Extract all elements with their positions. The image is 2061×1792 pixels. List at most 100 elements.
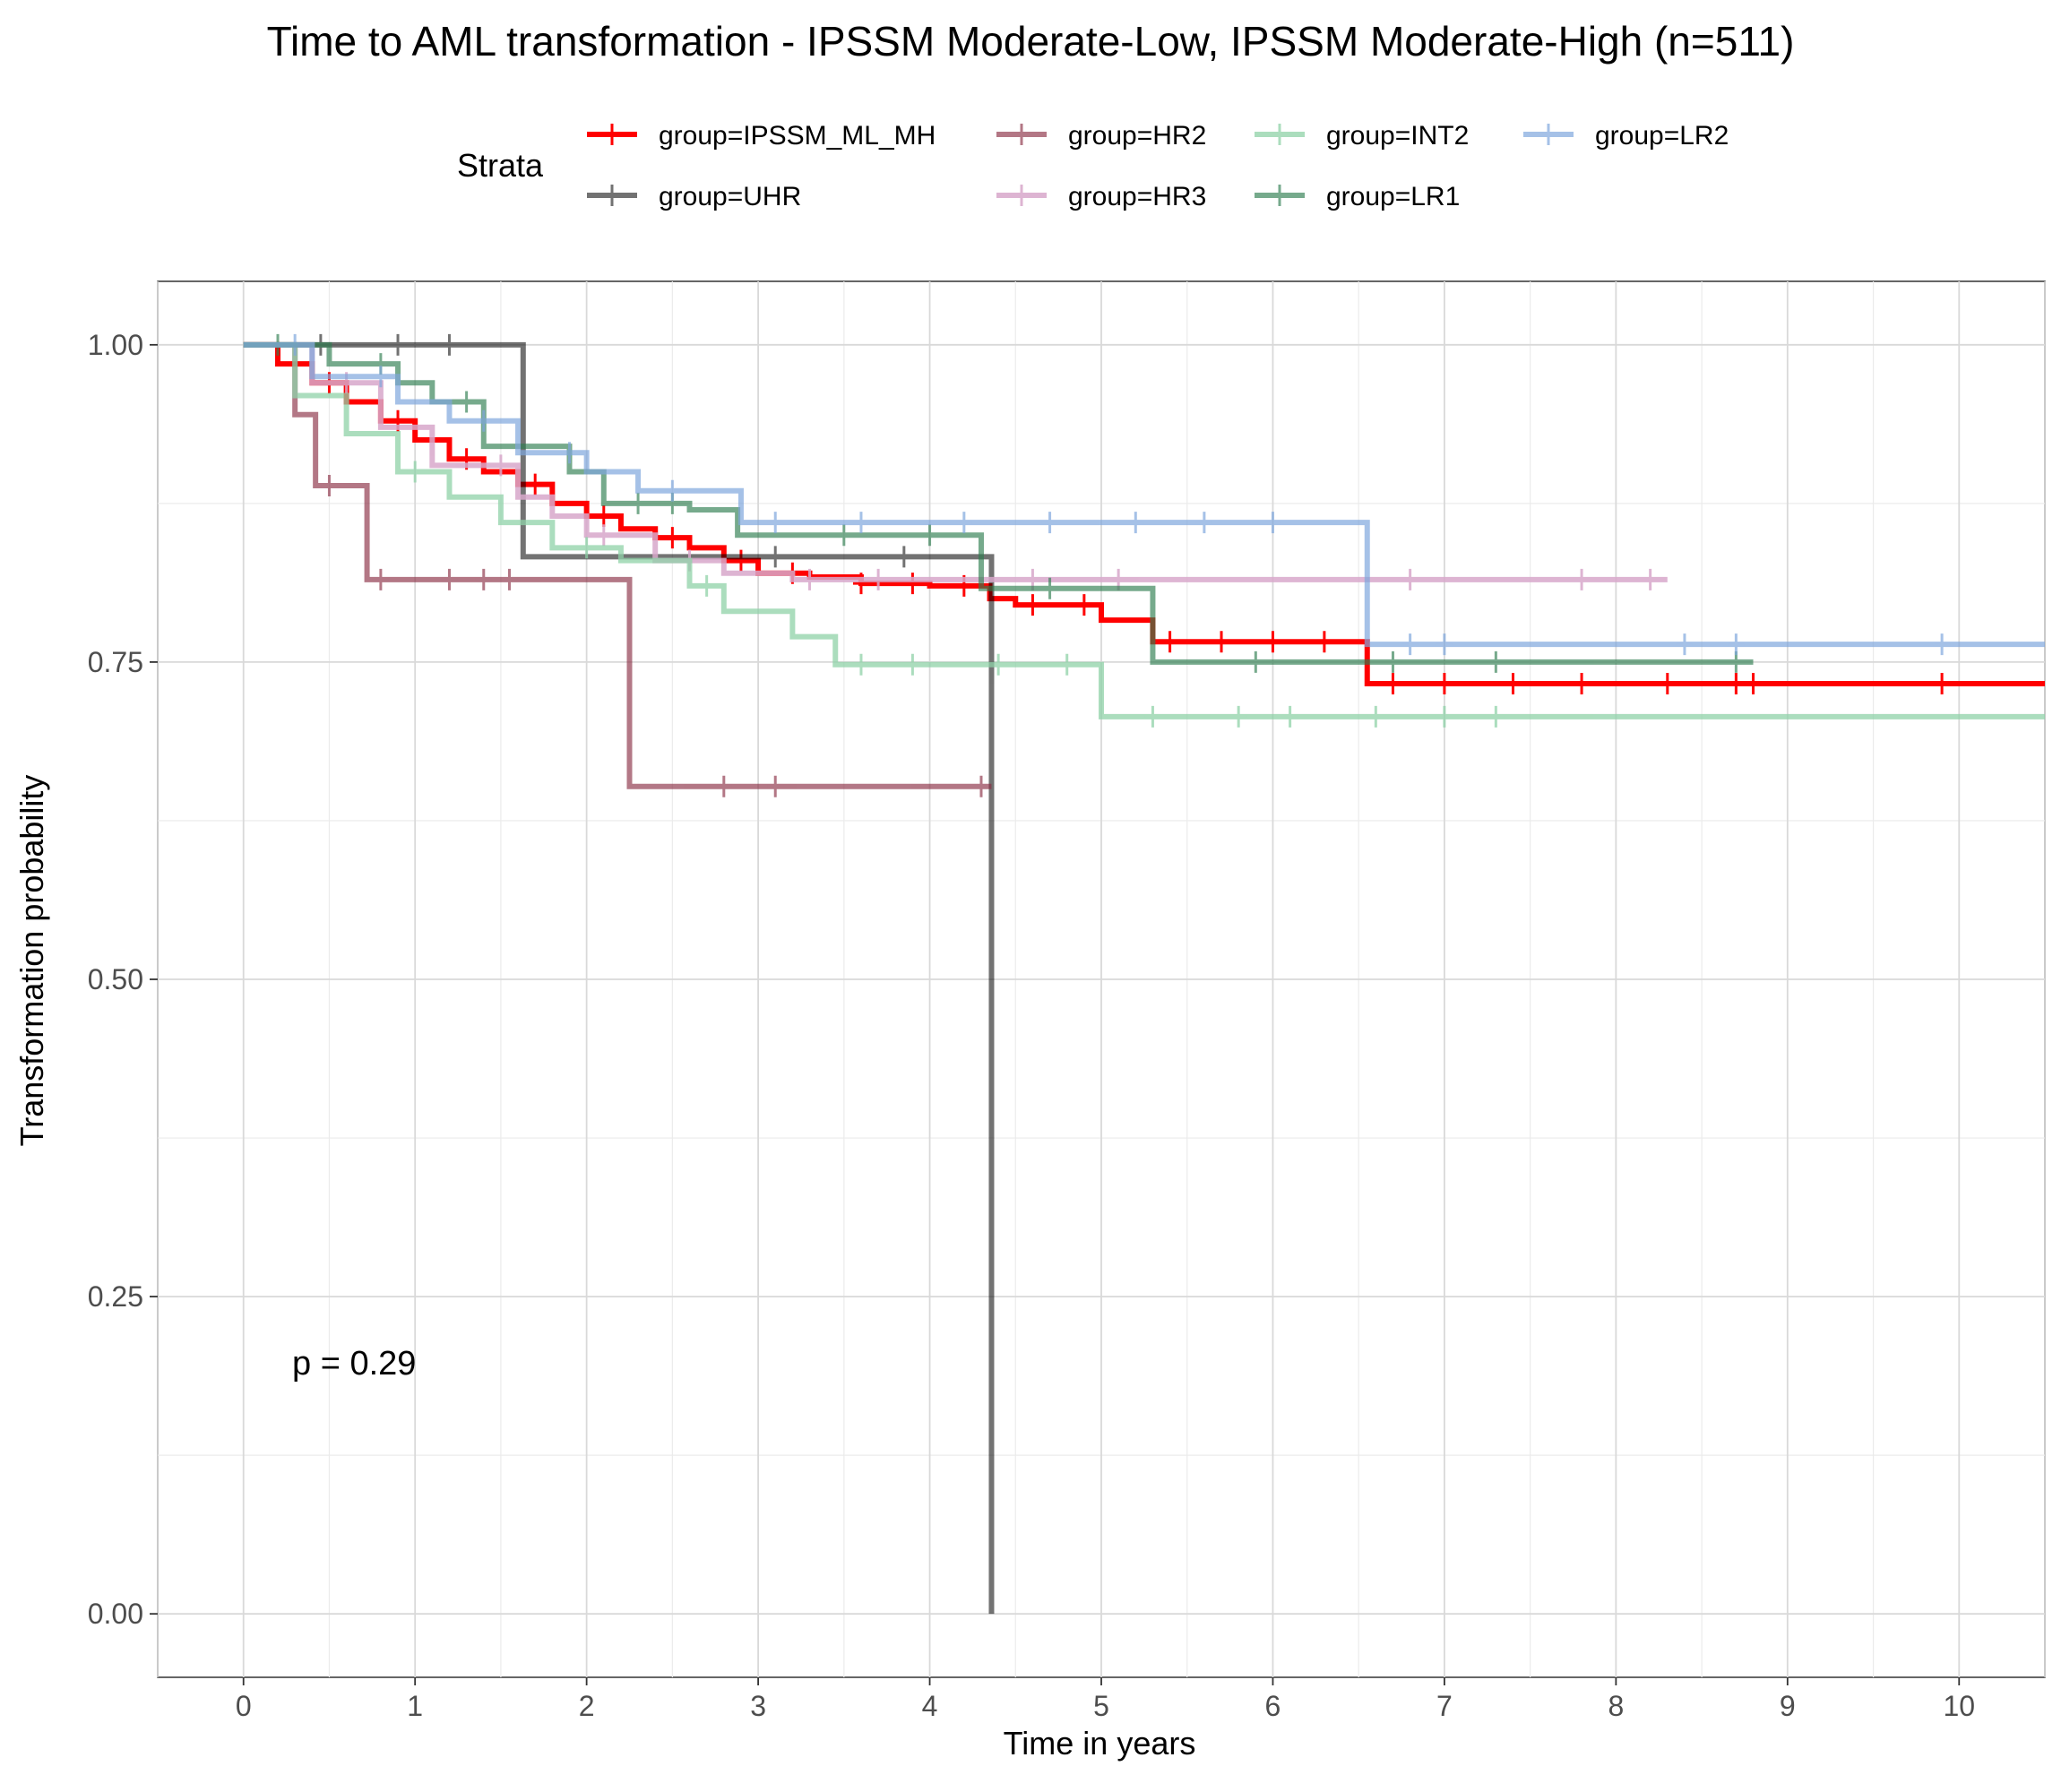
legend-key	[1255, 124, 1305, 145]
censor-mark	[767, 775, 784, 797]
censor-mark	[1728, 672, 1745, 694]
y-tick-label: 1.00	[88, 329, 143, 361]
legend: Strata group=IPSSM_ML_MH group=UHR group=H…	[457, 121, 1729, 211]
censor-mark	[1934, 633, 1951, 656]
censor-mark	[698, 574, 715, 597]
y-tick-label: 0.50	[88, 963, 143, 995]
censor-mark	[1401, 568, 1419, 590]
legend-key	[587, 124, 637, 145]
censor-mark	[1728, 633, 1745, 656]
chart-title: Time to AML transformation - IPSSM Moder…	[267, 18, 1795, 65]
censor-mark	[972, 775, 989, 797]
censor-mark	[475, 568, 492, 590]
censor-mark	[561, 442, 578, 464]
censor-mark	[1505, 672, 1522, 694]
censor-mark	[372, 568, 389, 590]
x-tick-label: 6	[1265, 1690, 1281, 1722]
censor-mark	[1281, 705, 1298, 728]
censor-mark	[835, 524, 852, 547]
survival-curve	[243, 341, 995, 1615]
censor-mark	[372, 366, 389, 388]
legend-label: group=HR3	[1068, 182, 1206, 211]
censor-mark	[595, 524, 612, 547]
censor-mark	[321, 475, 338, 497]
censor-mark	[732, 549, 749, 572]
censor-mark	[1659, 672, 1676, 694]
censor-mark	[1934, 672, 1951, 694]
x-tick-label: 3	[750, 1690, 766, 1722]
censor-mark	[407, 461, 424, 483]
y-axis-label: Transformation probability	[13, 775, 50, 1147]
censor-mark	[527, 473, 544, 495]
legend-key-mark	[1013, 185, 1030, 206]
series-layer	[243, 333, 2045, 1615]
x-tick-label: 8	[1608, 1690, 1624, 1722]
censor-mark	[1436, 672, 1453, 694]
grid	[157, 281, 2046, 1677]
x-axis: 0 1 2 3 4 5 6 7 8 9 10	[236, 1677, 1975, 1722]
censor-mark	[1127, 512, 1144, 534]
legend-key	[996, 185, 1047, 206]
series-lr2	[243, 333, 2045, 656]
censor-mark	[1642, 568, 1659, 590]
x-tick-label: 4	[922, 1690, 938, 1722]
censor-mark	[1488, 705, 1505, 728]
legend-key	[587, 185, 637, 206]
y-tick-label: 0.00	[88, 1598, 143, 1630]
censor-mark	[955, 512, 972, 534]
legend-key	[1523, 124, 1574, 145]
y-tick-label: 0.75	[88, 646, 143, 678]
censor-mark	[1574, 568, 1591, 590]
x-tick-label: 9	[1780, 1690, 1796, 1722]
legend-label: group=LR1	[1326, 182, 1460, 211]
legend-label: group=HR2	[1068, 121, 1206, 151]
censor-mark	[1436, 705, 1453, 728]
censor-mark	[1436, 633, 1453, 656]
censor-mark	[1247, 650, 1264, 673]
censor-mark	[1574, 672, 1591, 694]
series-hr3	[243, 341, 1668, 590]
censor-mark	[1264, 512, 1281, 534]
x-axis-label: Time in years	[1004, 1725, 1196, 1762]
censor-mark	[1024, 594, 1041, 616]
censor-mark	[990, 653, 1007, 676]
legend-title: Strata	[457, 147, 544, 184]
censor-mark	[852, 653, 869, 676]
x-tick-label: 5	[1093, 1690, 1109, 1722]
censor-mark	[921, 524, 938, 547]
survival-curve	[243, 341, 1668, 582]
censor-mark	[870, 568, 887, 590]
legend-label: group=INT2	[1326, 121, 1469, 151]
legend-key-mark	[1272, 185, 1288, 206]
censor-mark	[287, 333, 304, 356]
x-tick-label: 7	[1436, 1690, 1453, 1722]
legend-key-mark	[1540, 124, 1557, 145]
censor-mark	[852, 512, 869, 534]
legend-label: group=IPSSM_ML_MH	[659, 121, 936, 151]
legend-key-mark	[1272, 124, 1288, 145]
censor-mark	[767, 512, 784, 534]
censor-mark	[1745, 672, 1762, 694]
censor-mark	[664, 479, 681, 502]
y-tick-label: 0.25	[88, 1280, 143, 1313]
censor-mark	[1144, 705, 1161, 728]
legend-key	[996, 124, 1047, 145]
censor-mark	[715, 775, 732, 797]
censor-mark	[1488, 650, 1505, 673]
censor-mark	[1195, 512, 1212, 534]
censor-mark	[904, 573, 921, 595]
censor-mark	[904, 653, 921, 676]
censor-mark	[664, 527, 681, 549]
censor-mark	[1075, 594, 1092, 616]
censor-mark	[895, 546, 912, 568]
censor-mark	[1041, 577, 1058, 599]
censor-mark	[492, 454, 509, 477]
censor-mark	[458, 391, 475, 413]
censor-mark	[1401, 633, 1419, 656]
series-int2	[243, 341, 2045, 728]
censor-mark	[1384, 672, 1401, 694]
y-axis: 0.00 0.25 0.50 0.75 1.00	[88, 329, 158, 1630]
p-value-annotation: p = 0.29	[292, 1345, 416, 1383]
censor-mark	[1161, 631, 1178, 653]
